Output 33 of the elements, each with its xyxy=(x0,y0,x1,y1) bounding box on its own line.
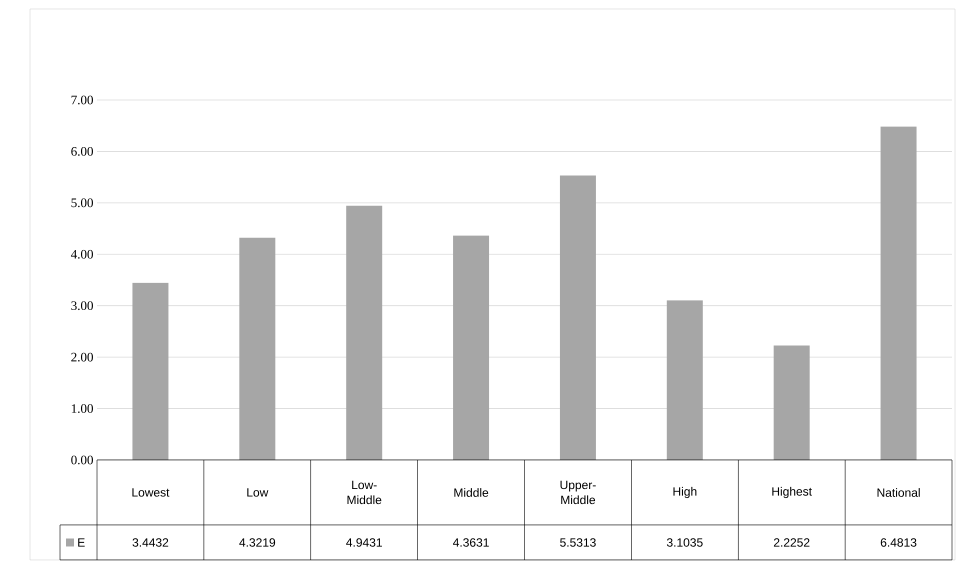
y-tick-label: 3.00 xyxy=(71,301,93,310)
data-label: 5.5313 xyxy=(560,538,596,547)
legend-label: E xyxy=(78,538,85,547)
bar xyxy=(560,176,596,460)
x-tick-label: High xyxy=(673,486,696,498)
x-tick-label: Low-Middle xyxy=(348,480,382,504)
bar xyxy=(453,236,490,460)
data-label: 3.1035 xyxy=(666,538,703,547)
x-tick-label: Highest xyxy=(772,486,812,498)
data-label: 4.9431 xyxy=(346,538,382,547)
y-tick-label: 1.00 xyxy=(72,404,93,413)
y-tick-label: 0.00 xyxy=(71,456,93,464)
bar xyxy=(774,346,810,460)
data-label: 3.4432 xyxy=(132,538,168,547)
x-tick-label: National xyxy=(878,488,920,497)
y-tick-label: 6.00 xyxy=(71,147,93,156)
x-tick-label: Middle xyxy=(454,488,488,497)
data-label: 4.3219 xyxy=(239,538,276,547)
x-tick-label: Low xyxy=(247,488,268,497)
data-label: 6.4813 xyxy=(880,538,916,547)
bar xyxy=(239,238,276,460)
bar xyxy=(346,206,382,460)
bar xyxy=(666,300,703,460)
data-label: 2.2252 xyxy=(774,538,810,547)
y-tick-label: 4.00 xyxy=(70,250,93,259)
y-tick-label: 2.00 xyxy=(71,352,93,362)
data-label: 4.3631 xyxy=(452,538,489,547)
x-tick-label: Lowest xyxy=(132,488,170,497)
bar xyxy=(880,126,917,460)
y-tick-label: 7.00 xyxy=(72,96,93,104)
y-tick-label: 5.00 xyxy=(71,198,93,208)
bar xyxy=(132,282,168,460)
x-tick-label: Upper-Middle xyxy=(560,480,596,504)
